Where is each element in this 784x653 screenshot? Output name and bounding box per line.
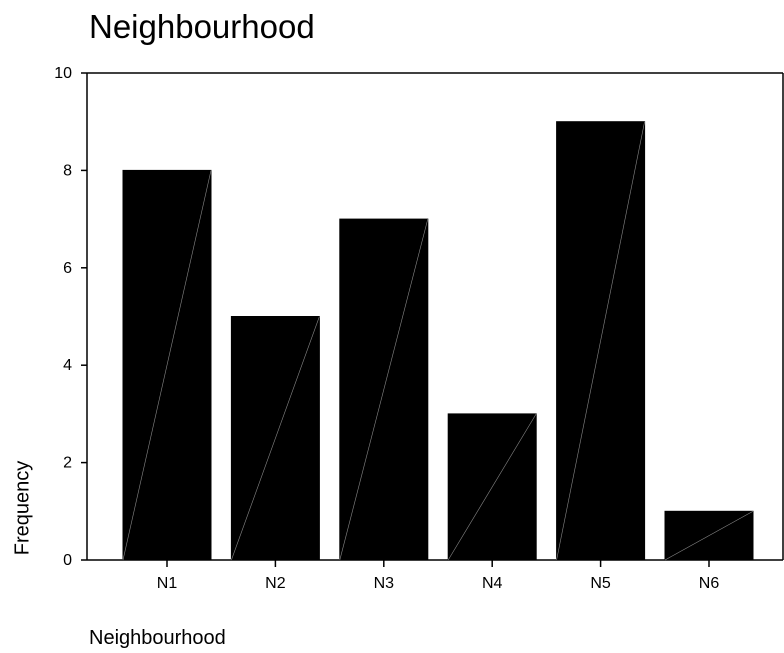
bar-diagonal-n3 — [339, 219, 429, 561]
x-tick-label-n5: N5 — [590, 575, 611, 592]
y-tick-label: 10 — [54, 65, 72, 82]
bar-diagonal-n1 — [122, 170, 212, 561]
x-tick-label-n6: N6 — [699, 575, 720, 592]
y-tick-label: 2 — [63, 455, 72, 472]
x-axis-label: Neighbourhood — [89, 627, 226, 649]
x-tick-label-n2: N2 — [265, 575, 286, 592]
y-tick-label: 4 — [63, 357, 72, 374]
y-tick-label: 0 — [63, 552, 72, 569]
ticks-layer: 0 2 4 6 8 10 N1 N2 N3 N4 N5 N6 — [54, 65, 719, 592]
x-tick-label-n3: N3 — [374, 575, 395, 592]
bars-layer — [122, 121, 754, 561]
y-tick-label: 8 — [63, 162, 72, 179]
bar-diagonal-n4 — [447, 413, 537, 561]
bar-diagonal-n5 — [556, 121, 645, 561]
chart-title: Neighbourhood — [89, 8, 315, 45]
bar-diagonal-n6 — [664, 511, 754, 561]
y-tick-label: 6 — [63, 260, 72, 277]
x-tick-label-n1: N1 — [157, 575, 178, 592]
y-axis-label: Frequency — [11, 460, 34, 556]
x-tick-label-n4: N4 — [482, 575, 503, 592]
bar-diagonal-n2 — [231, 316, 320, 561]
